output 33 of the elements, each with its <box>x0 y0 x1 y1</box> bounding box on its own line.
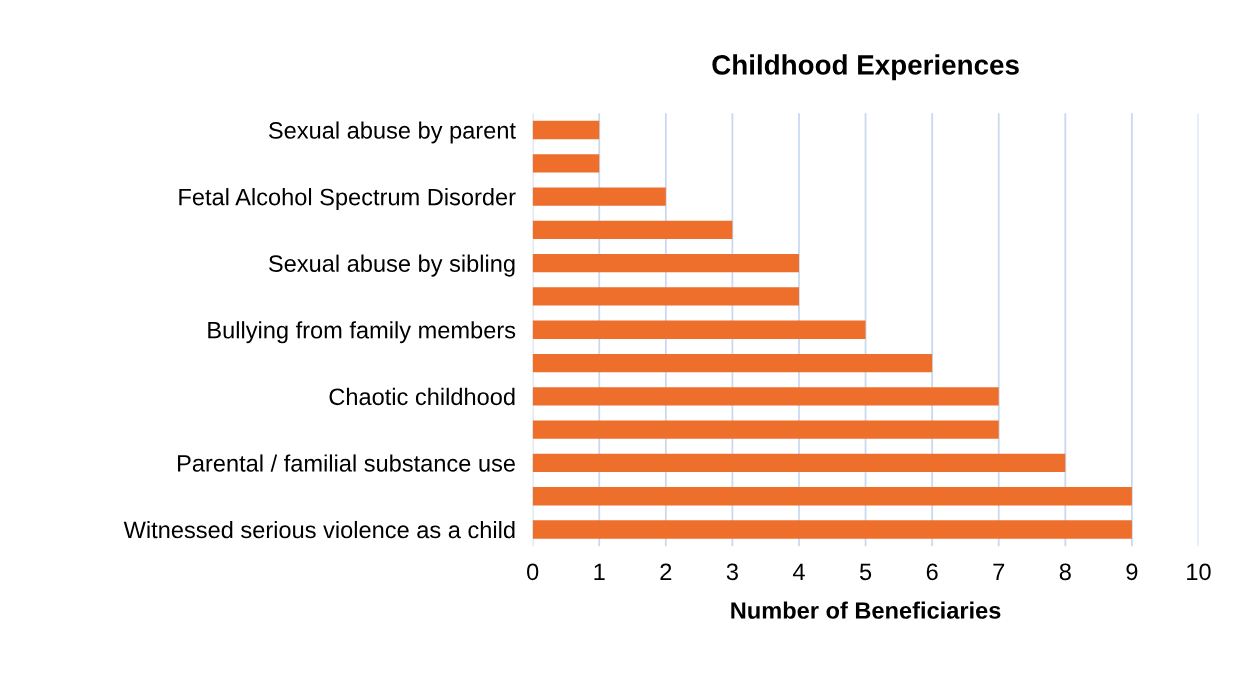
x-tick-label: 6 <box>926 563 938 581</box>
bar <box>532 120 600 140</box>
y-tick-label: Sexual abuse by parent <box>268 121 516 144</box>
bar <box>532 353 933 373</box>
x-tick-label: 0 <box>527 563 539 581</box>
bar <box>532 520 1132 539</box>
x-tick-label: 1 <box>594 563 605 580</box>
bar <box>532 220 733 240</box>
x-tick-label: 5 <box>859 563 872 581</box>
y-tick-label: Parental / familial substance use <box>178 454 515 472</box>
x-tick-label: 8 <box>1059 563 1071 581</box>
x-tick-label: 3 <box>726 563 738 581</box>
y-tick-label: Bullying from family members <box>208 321 516 344</box>
y-tick-label: Witnessed serious violence as a child <box>123 520 515 539</box>
x-tick-label: 2 <box>660 563 672 580</box>
bar <box>532 420 999 439</box>
y-tick-label: Fetal Alcohol Spectrum Disorder <box>179 188 516 211</box>
x-tick-label: 9 <box>1126 563 1138 581</box>
bar <box>532 154 600 173</box>
x-tick-label: 10 <box>1187 563 1211 581</box>
y-tick-label: Sexual abuse by sibling <box>269 254 515 277</box>
bar <box>532 254 799 273</box>
x-tick-label: 7 <box>993 563 1005 580</box>
bar <box>532 453 1066 473</box>
bar <box>532 387 999 406</box>
bar <box>532 320 866 339</box>
bar <box>532 487 1132 506</box>
bar <box>532 287 799 306</box>
chart-title: Childhood Experiences <box>712 54 1019 81</box>
x-tick-label: 4 <box>792 563 805 580</box>
x-axis-title: Number of Beneficiaries <box>731 601 1001 619</box>
bar <box>532 187 666 206</box>
y-tick-label: Chaotic childhood <box>329 387 515 406</box>
